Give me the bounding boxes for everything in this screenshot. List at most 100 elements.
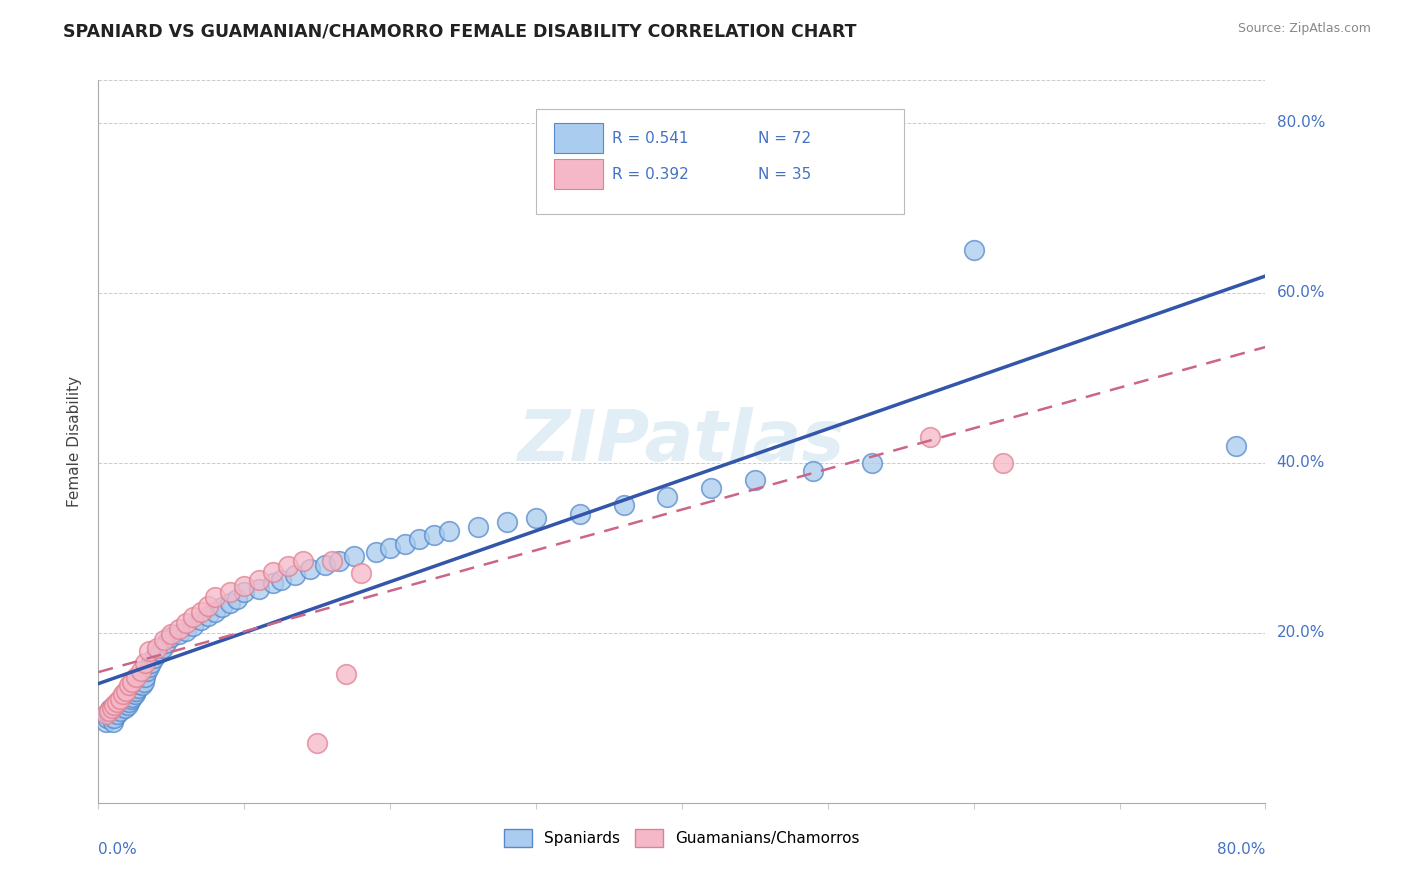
- Text: ZIPatlas: ZIPatlas: [519, 407, 845, 476]
- Text: N = 72: N = 72: [758, 130, 811, 145]
- Point: [262, 565, 284, 579]
- Point: [343, 549, 366, 564]
- Point: [291, 553, 314, 567]
- Point: [860, 456, 883, 470]
- Point: [115, 683, 138, 698]
- Point: [181, 610, 204, 624]
- Point: [744, 473, 766, 487]
- Point: [467, 519, 489, 533]
- Point: [321, 553, 343, 567]
- Point: [298, 562, 321, 576]
- Point: [120, 692, 142, 706]
- Point: [138, 660, 160, 674]
- Point: [918, 430, 941, 444]
- Point: [118, 696, 141, 710]
- Point: [146, 647, 169, 661]
- Point: [657, 490, 679, 504]
- Point: [233, 579, 256, 593]
- Point: [335, 666, 357, 681]
- Point: [277, 559, 299, 574]
- Point: [103, 711, 125, 725]
- Point: [131, 678, 153, 692]
- Point: [174, 615, 197, 630]
- Point: [167, 627, 190, 641]
- Point: [128, 677, 150, 691]
- Point: [100, 700, 122, 714]
- Point: [226, 591, 249, 606]
- Point: [174, 624, 197, 639]
- Point: [96, 711, 118, 725]
- Text: 0.0%: 0.0%: [98, 842, 138, 856]
- Point: [101, 714, 124, 729]
- Point: [233, 585, 256, 599]
- Point: [118, 678, 141, 692]
- Point: [127, 681, 149, 695]
- Point: [328, 553, 350, 567]
- Point: [314, 558, 336, 572]
- Point: [211, 600, 233, 615]
- FancyBboxPatch shape: [554, 159, 603, 189]
- Point: [197, 608, 219, 623]
- Text: 80.0%: 80.0%: [1218, 842, 1265, 856]
- Point: [103, 698, 125, 712]
- Point: [121, 675, 143, 690]
- Point: [307, 736, 329, 750]
- Point: [114, 700, 136, 714]
- Legend: Spaniards, Guamanians/Chamorros: Spaniards, Guamanians/Chamorros: [498, 823, 866, 853]
- Point: [1225, 439, 1247, 453]
- Point: [364, 545, 387, 559]
- Point: [122, 685, 145, 699]
- Point: [104, 702, 127, 716]
- Point: [110, 704, 132, 718]
- Point: [97, 704, 120, 718]
- Point: [437, 524, 460, 538]
- Point: [423, 528, 446, 542]
- Point: [612, 498, 634, 512]
- Point: [125, 670, 148, 684]
- Point: [135, 664, 157, 678]
- Point: [105, 706, 128, 721]
- Point: [197, 599, 219, 613]
- Point: [204, 590, 226, 604]
- Text: SPANIARD VS GUAMANIAN/CHAMORRO FEMALE DISABILITY CORRELATION CHART: SPANIARD VS GUAMANIAN/CHAMORRO FEMALE DI…: [63, 22, 856, 40]
- Point: [121, 690, 143, 704]
- Point: [115, 694, 138, 708]
- Point: [247, 573, 270, 587]
- Point: [117, 698, 139, 712]
- FancyBboxPatch shape: [554, 123, 603, 153]
- Point: [181, 619, 204, 633]
- Point: [700, 481, 723, 495]
- Point: [218, 596, 240, 610]
- Text: 60.0%: 60.0%: [1277, 285, 1324, 301]
- Text: R = 0.392: R = 0.392: [612, 167, 689, 182]
- Point: [112, 696, 135, 710]
- Point: [129, 664, 152, 678]
- Point: [134, 656, 156, 670]
- Point: [94, 706, 117, 721]
- Point: [124, 687, 146, 701]
- Y-axis label: Female Disability: Female Disability: [67, 376, 83, 508]
- Point: [152, 641, 174, 656]
- FancyBboxPatch shape: [536, 109, 904, 214]
- Point: [247, 582, 270, 596]
- Point: [105, 696, 128, 710]
- Point: [112, 687, 135, 701]
- Text: 80.0%: 80.0%: [1277, 115, 1324, 130]
- Point: [94, 714, 117, 729]
- Point: [134, 670, 156, 684]
- Point: [284, 568, 307, 582]
- Point: [146, 641, 169, 656]
- Point: [142, 651, 165, 665]
- Point: [132, 675, 155, 690]
- Point: [190, 613, 212, 627]
- Point: [139, 656, 162, 670]
- Point: [204, 605, 226, 619]
- Point: [991, 456, 1014, 470]
- Text: N = 35: N = 35: [758, 167, 811, 182]
- Point: [394, 536, 416, 550]
- Point: [568, 507, 591, 521]
- Point: [801, 464, 824, 478]
- Point: [408, 533, 430, 547]
- Point: [111, 698, 134, 712]
- Point: [190, 605, 212, 619]
